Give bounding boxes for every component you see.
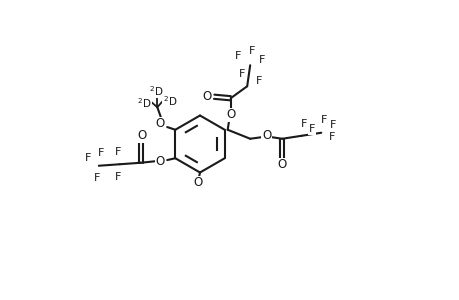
Text: O: O	[137, 129, 146, 142]
Text: F: F	[300, 119, 307, 129]
Text: F: F	[115, 172, 121, 182]
Text: F: F	[94, 173, 100, 183]
Text: O: O	[155, 155, 165, 168]
Text: $^{2}$D: $^{2}$D	[162, 94, 177, 108]
Text: O: O	[277, 158, 286, 171]
Text: O: O	[193, 176, 203, 190]
Text: F: F	[98, 148, 104, 158]
Text: F: F	[328, 132, 335, 142]
Text: F: F	[248, 46, 254, 56]
Text: O: O	[202, 90, 211, 103]
Text: F: F	[238, 69, 245, 79]
Text: F: F	[256, 76, 262, 86]
Text: O: O	[225, 108, 235, 121]
Text: $^{2}$D: $^{2}$D	[148, 84, 162, 98]
Text: F: F	[235, 51, 241, 61]
Text: F: F	[330, 120, 336, 130]
Text: F: F	[85, 153, 91, 163]
Text: F: F	[320, 115, 326, 125]
Text: F: F	[308, 124, 315, 134]
Text: F: F	[115, 147, 121, 157]
Text: O: O	[262, 129, 271, 142]
Text: $^{2}$D: $^{2}$D	[136, 96, 151, 110]
Text: O: O	[155, 117, 165, 130]
Text: F: F	[258, 55, 265, 65]
